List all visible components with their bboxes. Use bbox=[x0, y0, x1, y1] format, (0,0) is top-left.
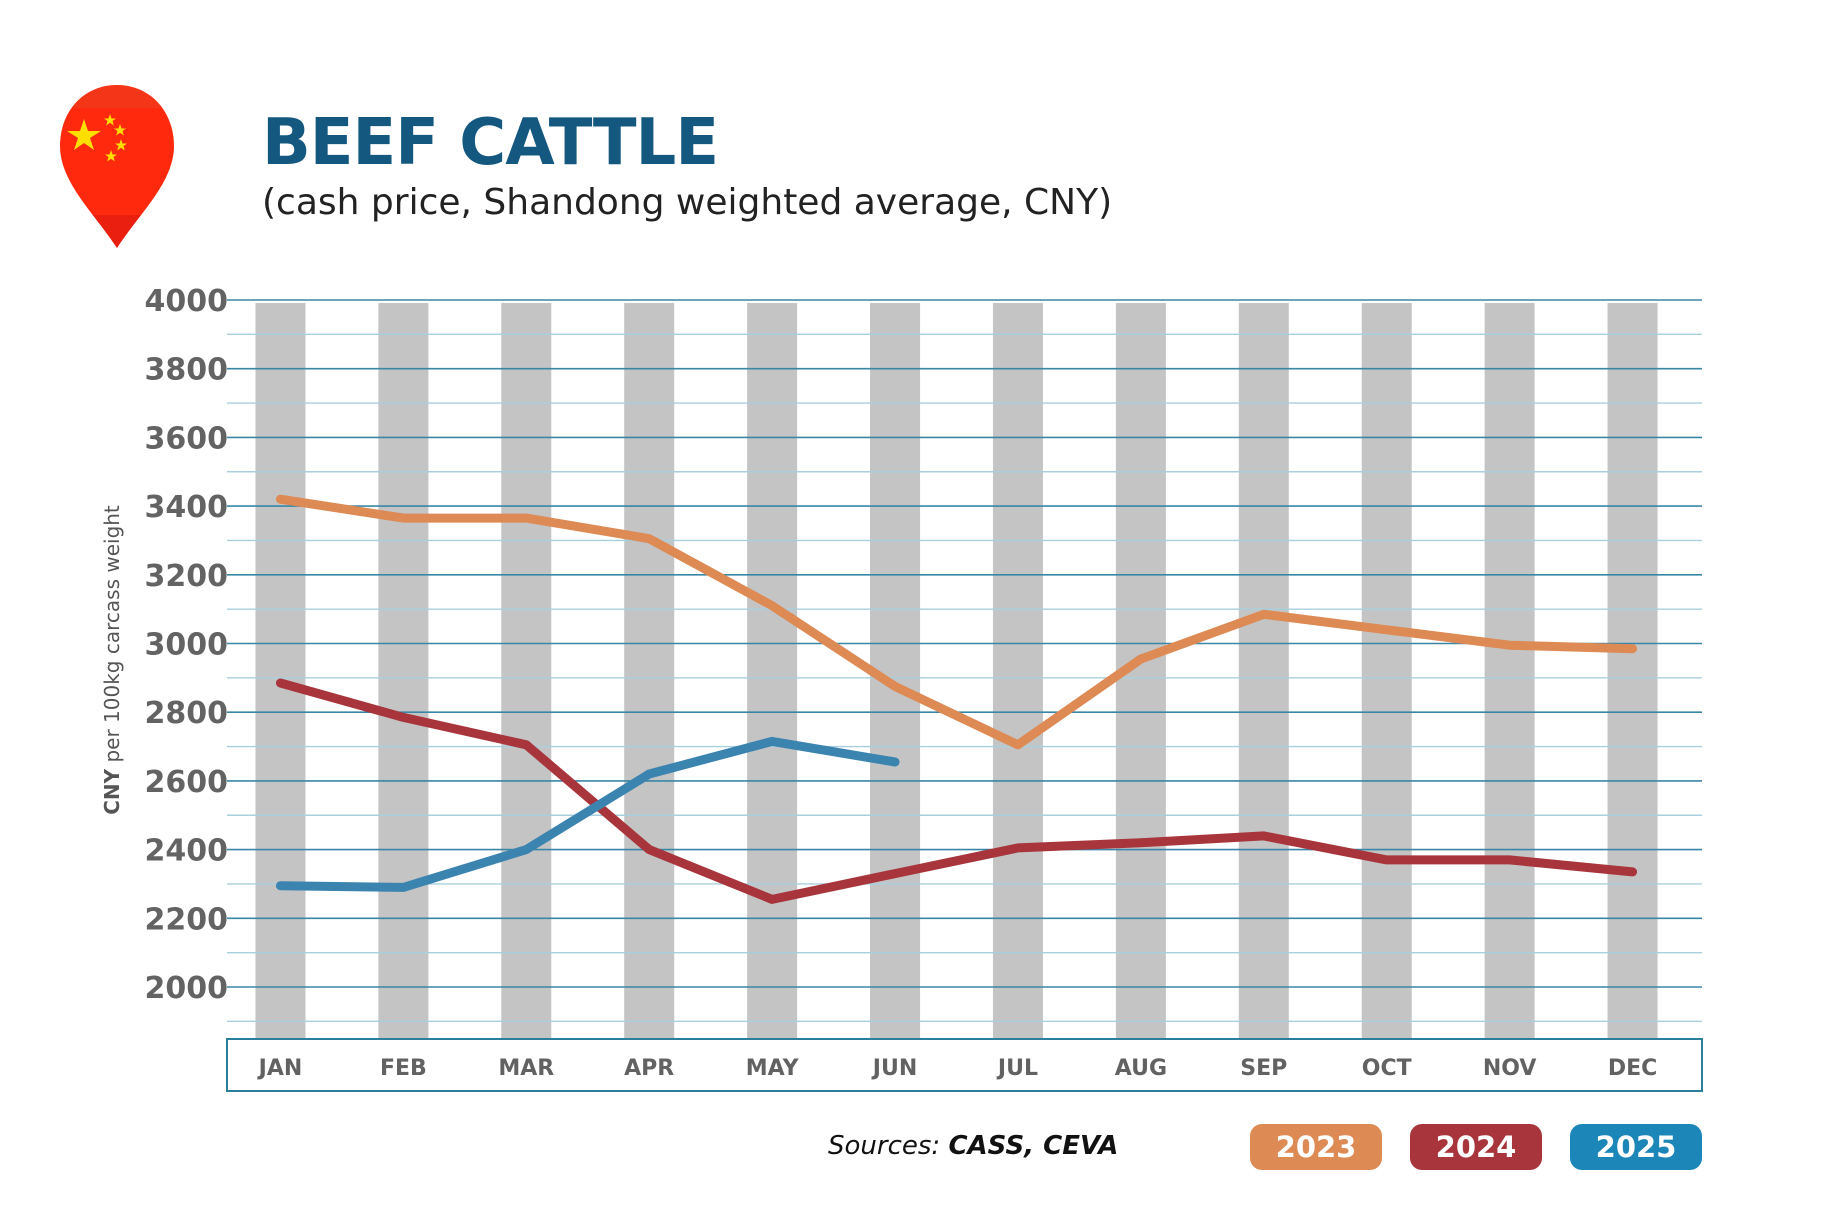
grid-lines bbox=[227, 299, 1702, 1023]
y-axis-label-rest: per 100kg carcass weight bbox=[100, 505, 124, 769]
x-tick-label-aug: AUG bbox=[1115, 1056, 1167, 1081]
x-tick-label-feb: FEB bbox=[380, 1056, 427, 1081]
y-tick-label: 3400 bbox=[145, 490, 229, 525]
chart-title: BEEF CATTLE bbox=[262, 106, 719, 180]
column-band-apr bbox=[624, 303, 675, 1039]
x-tick-label-apr: APR bbox=[624, 1056, 674, 1081]
column-band-nov bbox=[1484, 303, 1535, 1039]
y-tick-label: 3600 bbox=[145, 421, 229, 456]
y-axis-label-unit: CNY bbox=[100, 768, 124, 815]
y-tick-label: 2200 bbox=[145, 902, 229, 937]
series-lines bbox=[275, 494, 1638, 904]
y-tick-label: 3000 bbox=[145, 628, 229, 663]
y-tick-label: 2800 bbox=[145, 696, 229, 731]
sources-prefix: Sources: bbox=[828, 1131, 949, 1161]
x-tick-label-jun: JUN bbox=[871, 1056, 917, 1081]
y-tick-label: 2000 bbox=[145, 971, 229, 1006]
china-flag-pin-icon bbox=[60, 85, 174, 248]
legend-item-2025: 2025 bbox=[1570, 1124, 1702, 1170]
column-band-dec bbox=[1607, 303, 1658, 1039]
x-axis-box bbox=[226, 1038, 1703, 1092]
x-axis-ticks: JAN FEB MAR APR MAY JUN JUL AUG SEP OCT NOV DEC bbox=[257, 1056, 1658, 1081]
x-tick-label-oct: OCT bbox=[1362, 1056, 1412, 1081]
series-line-2023 bbox=[275, 494, 1638, 750]
column-band-mar bbox=[501, 303, 552, 1039]
column-band-feb bbox=[378, 303, 429, 1039]
sources-note: Sources: CASS, CEVA bbox=[828, 1131, 1118, 1161]
x-tick-label-nov: NOV bbox=[1483, 1056, 1537, 1081]
sources-names: CASS, CEVA bbox=[948, 1131, 1119, 1161]
legend-item-2023: 2023 bbox=[1250, 1124, 1382, 1170]
column-band-sep bbox=[1238, 303, 1289, 1039]
column-band-jan bbox=[255, 303, 306, 1039]
series-line-2024 bbox=[275, 678, 1638, 904]
y-tick-label: 3800 bbox=[145, 353, 229, 388]
column-band-oct bbox=[1361, 303, 1412, 1039]
y-axis-ticks: 4000 3800 3600 3400 3200 3000 2800 2600 2400 2200… bbox=[145, 284, 229, 1006]
y-tick-label: 2600 bbox=[145, 765, 229, 800]
legend-item-2024: 2024 bbox=[1410, 1124, 1542, 1170]
y-tick-label: 4000 bbox=[145, 284, 229, 319]
series-line-2025 bbox=[275, 736, 900, 892]
x-tick-label-dec: DEC bbox=[1608, 1056, 1657, 1081]
y-tick-label: 3200 bbox=[145, 559, 229, 594]
column-bands bbox=[255, 303, 1658, 1039]
x-tick-label-may: MAY bbox=[746, 1056, 800, 1081]
column-band-jul bbox=[992, 303, 1043, 1039]
x-tick-label-sep: SEP bbox=[1240, 1056, 1287, 1081]
y-axis-label: CNY per 100kg carcass weight bbox=[100, 505, 124, 815]
chart-subtitle: (cash price, Shandong weighted average, … bbox=[262, 182, 1113, 223]
x-tick-label-mar: MAR bbox=[498, 1056, 554, 1081]
column-band-may bbox=[747, 303, 798, 1039]
x-tick-label-jan: JAN bbox=[257, 1056, 303, 1081]
y-tick-label: 2400 bbox=[145, 834, 229, 869]
x-tick-label-jul: JUL bbox=[996, 1056, 1038, 1081]
